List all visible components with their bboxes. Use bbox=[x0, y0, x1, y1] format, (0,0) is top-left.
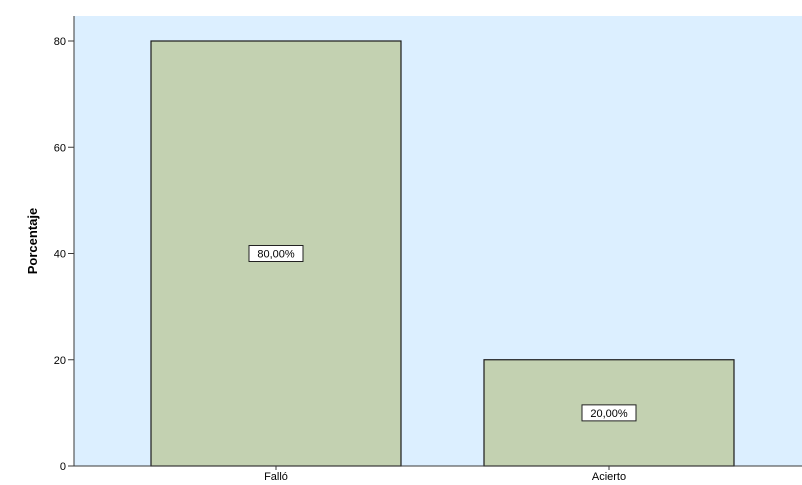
y-tick-label: 80 bbox=[54, 36, 66, 48]
bar-fallo bbox=[150, 40, 402, 467]
data-label: 20,00% bbox=[590, 408, 628, 420]
y-axis-title: Porcentaje bbox=[25, 208, 40, 274]
y-tick-label: 0 bbox=[60, 461, 66, 473]
y-tick-label: 20 bbox=[54, 355, 66, 367]
bars bbox=[150, 40, 735, 467]
data-labels: 80,00% 20,00% bbox=[248, 245, 637, 422]
data-label-box bbox=[581, 404, 637, 422]
x-tick-label: Falló bbox=[264, 471, 288, 483]
data-label-box bbox=[248, 245, 304, 262]
y-tick-label: 60 bbox=[54, 142, 66, 154]
y-axis: 0 20 40 60 80 bbox=[54, 16, 75, 473]
x-axis: Falló Acierto bbox=[74, 465, 802, 483]
y-tick-label: 40 bbox=[54, 249, 66, 261]
data-label: 80,00% bbox=[257, 249, 295, 261]
x-tick-label: Acierto bbox=[592, 471, 626, 483]
